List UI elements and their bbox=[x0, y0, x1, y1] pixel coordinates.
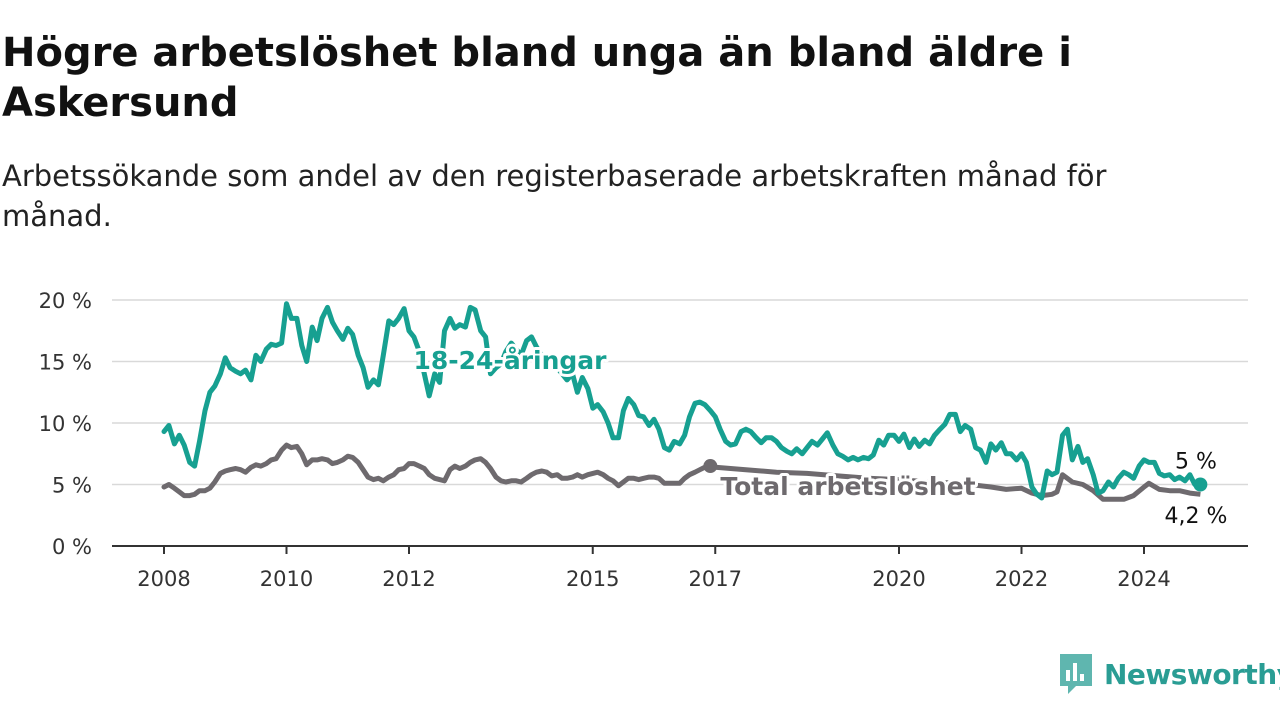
end-point-youth bbox=[1193, 477, 1208, 492]
brand-logo: Newsworthy bbox=[1058, 652, 1280, 696]
end-label-total: 4,2 % bbox=[1165, 504, 1228, 529]
series-label-youth: 18-24-åringar bbox=[414, 346, 608, 375]
y-tick-label: 15 % bbox=[39, 351, 92, 375]
x-axis: 2008 2010 2012 2015 2017 2020 2022 2024 bbox=[112, 545, 1248, 591]
end-label-youth-halo: 5 % bbox=[1175, 450, 1217, 475]
series-label-total-halo: Total arbetslöshet bbox=[720, 472, 975, 501]
series-label-total: Total arbetslöshet bbox=[720, 472, 975, 501]
x-tick-label: 2012 bbox=[382, 567, 435, 591]
end-point-total bbox=[703, 459, 718, 474]
newsworthy-icon bbox=[1060, 654, 1092, 694]
y-tick-label: 5 % bbox=[52, 474, 92, 498]
y-tick-label: 10 % bbox=[39, 412, 92, 436]
series-lines bbox=[161, 301, 1208, 502]
series-line-total-tail bbox=[715, 464, 1201, 502]
x-tick-label: 2020 bbox=[872, 567, 925, 591]
y-tick-label: 20 % bbox=[39, 289, 92, 313]
series-label-youth-halo: 18-24-åringar bbox=[414, 346, 608, 375]
series-line-total bbox=[161, 442, 713, 499]
y-axis: 0 % 5 % 10 % 15 % 20 % bbox=[39, 289, 92, 559]
series-line-youth bbox=[161, 301, 1203, 501]
x-tick-label: 2008 bbox=[137, 567, 190, 591]
x-tick-label: 2017 bbox=[689, 567, 742, 591]
x-tick-label: 2010 bbox=[260, 567, 313, 591]
line-chart: 0 %5 %10 %15 %20 % 2008 2010 2012 2015 2017 2… bbox=[39, 289, 1248, 591]
chart-subtitle: Arbetssökande som andel av den registerb… bbox=[2, 159, 1107, 233]
end-label-youth: 5 % bbox=[1175, 450, 1217, 475]
x-tick-label: 2024 bbox=[1117, 567, 1170, 591]
x-tick-label: 2022 bbox=[995, 567, 1048, 591]
y-tick-label: 0 % bbox=[52, 535, 92, 559]
brand-name: Newsworthy bbox=[1104, 657, 1280, 691]
chart-title: Högre arbetslöshet bland unga än bland ä… bbox=[2, 30, 1072, 126]
end-label-total-halo: 4,2 % bbox=[1165, 504, 1228, 529]
x-tick-label: 2015 bbox=[566, 567, 619, 591]
